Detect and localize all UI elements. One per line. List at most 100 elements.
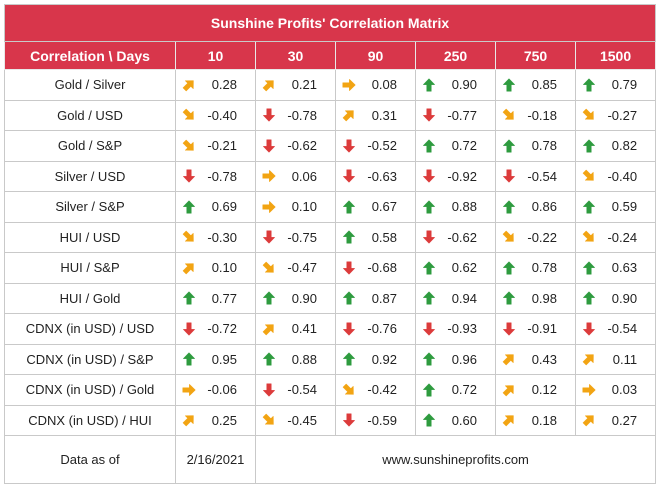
down-arrow-icon	[576, 322, 602, 336]
up-right-arrow-icon	[256, 322, 282, 336]
correlation-value: 0.60	[451, 412, 477, 428]
correlation-value: 0.85	[531, 77, 557, 93]
correlation-cell: -0.40	[175, 99, 256, 131]
correlation-value: -0.18	[527, 107, 557, 123]
correlation-value: -0.68	[367, 260, 397, 276]
up-arrow-icon	[416, 139, 442, 153]
correlation-value: 0.78	[531, 260, 557, 276]
up-right-arrow-icon	[496, 413, 522, 427]
correlation-cell: 0.27	[574, 404, 657, 436]
correlation-matrix: Sunshine Profits' Correlation Matrix Cor…	[3, 4, 657, 484]
correlation-value: -0.40	[607, 168, 638, 184]
correlation-cell: -0.40	[574, 160, 657, 192]
correlation-cell: 0.18	[495, 404, 576, 436]
correlation-cell: -0.91	[495, 313, 576, 345]
correlation-cell: 0.11	[574, 343, 657, 375]
up-arrow-icon	[256, 352, 282, 366]
correlation-cell: 0.77	[175, 282, 256, 314]
correlation-cell: -0.47	[255, 252, 336, 284]
down-arrow-icon	[176, 169, 202, 183]
correlation-value: -0.92	[447, 168, 477, 184]
correlation-cell: 0.72	[415, 374, 496, 406]
correlation-value: 0.58	[371, 229, 397, 245]
up-arrow-icon	[496, 200, 522, 214]
table-row: HUI / S&P 0.10 -0.47 -0.68 0.62 0.78 0.63	[4, 252, 657, 284]
correlation-cell: 0.88	[255, 343, 336, 375]
right-arrow-icon	[576, 383, 602, 397]
correlation-value: -0.54	[607, 321, 638, 337]
down-arrow-icon	[336, 169, 362, 183]
right-arrow-icon	[176, 383, 202, 397]
correlation-cell: 0.90	[415, 69, 496, 101]
correlation-cell: -0.22	[495, 221, 576, 253]
down-arrow-icon	[336, 413, 362, 427]
correlation-cell: 0.78	[495, 130, 576, 162]
table-row: CDNX (in USD) / Gold -0.06 -0.54 -0.42 0.72 0…	[4, 374, 657, 406]
down-arrow-icon	[256, 383, 282, 397]
up-arrow-icon	[576, 139, 602, 153]
up-arrow-icon	[496, 261, 522, 275]
correlation-cell: 0.87	[335, 282, 416, 314]
up-arrow-icon	[496, 78, 522, 92]
down-arrow-icon	[496, 322, 522, 336]
correlation-value: -0.40	[207, 107, 237, 123]
up-right-arrow-icon	[576, 352, 602, 366]
correlation-cell: 0.59	[574, 191, 657, 223]
down-arrow-icon	[176, 322, 202, 336]
correlation-value: 0.10	[291, 199, 317, 215]
down-arrow-icon	[336, 322, 362, 336]
correlation-value: 0.12	[531, 382, 557, 398]
up-arrow-icon	[256, 291, 282, 305]
correlation-value: -0.42	[367, 382, 397, 398]
up-right-arrow-icon	[176, 78, 202, 92]
down-right-arrow-icon	[176, 108, 202, 122]
correlation-cell: 0.85	[495, 69, 576, 101]
correlation-cell: 0.62	[415, 252, 496, 284]
table-row: CDNX (in USD) / S&P 0.95 0.88 0.92 0.96 0.43 0…	[4, 343, 657, 375]
pair-label: CDNX (in USD) / S&P	[4, 343, 176, 375]
up-arrow-icon	[336, 230, 362, 244]
correlation-value: 0.88	[451, 199, 477, 215]
correlation-value: -0.54	[287, 382, 317, 398]
down-arrow-icon	[416, 322, 442, 336]
correlation-cell: 0.03	[574, 374, 657, 406]
down-arrow-icon	[416, 169, 442, 183]
correlation-value: 0.90	[291, 290, 317, 306]
right-arrow-icon	[336, 78, 362, 92]
correlation-value: 0.25	[211, 412, 237, 428]
correlation-cell: -0.76	[335, 313, 416, 345]
correlation-cell: -0.77	[415, 99, 496, 131]
correlation-cell: -0.63	[335, 160, 416, 192]
up-arrow-icon	[336, 291, 362, 305]
table-title: Sunshine Profits' Correlation Matrix	[3, 4, 657, 42]
correlation-value: -0.93	[447, 321, 477, 337]
correlation-cell: -0.54	[574, 313, 657, 345]
correlation-value: 0.72	[451, 382, 477, 398]
down-arrow-icon	[416, 108, 442, 122]
table-row: Gold / Silver 0.28 0.21 0.08 0.90 0.85 0.79	[4, 69, 657, 101]
up-arrow-icon	[176, 352, 202, 366]
correlation-cell: 0.28	[175, 69, 256, 101]
correlation-cell: -0.21	[175, 130, 256, 162]
correlation-cell: 0.10	[255, 191, 336, 223]
correlation-value: 0.87	[371, 290, 397, 306]
up-arrow-icon	[416, 261, 442, 275]
pair-label: HUI / Gold	[4, 282, 176, 314]
correlation-cell: -0.78	[175, 160, 256, 192]
correlation-cell: 0.72	[415, 130, 496, 162]
correlation-cell: 0.60	[415, 404, 496, 436]
table-row: HUI / USD -0.30 -0.75 0.58 -0.62 -0.22 -0.24	[4, 221, 657, 253]
correlation-value: -0.24	[607, 229, 638, 245]
footer-row: Data as of 2/16/2021 www.sunshineprofits…	[4, 435, 657, 484]
up-arrow-icon	[496, 291, 522, 305]
correlation-cell: -0.06	[175, 374, 256, 406]
down-right-arrow-icon	[176, 230, 202, 244]
correlation-table: Sunshine Profits' Correlation Matrix Cor…	[3, 4, 657, 484]
correlation-value: -0.72	[207, 321, 237, 337]
correlation-cell: -0.75	[255, 221, 336, 253]
up-arrow-icon	[576, 200, 602, 214]
down-right-arrow-icon	[336, 383, 362, 397]
correlation-value: 0.63	[611, 260, 638, 276]
right-arrow-icon	[256, 169, 282, 183]
down-right-arrow-icon	[576, 169, 602, 183]
